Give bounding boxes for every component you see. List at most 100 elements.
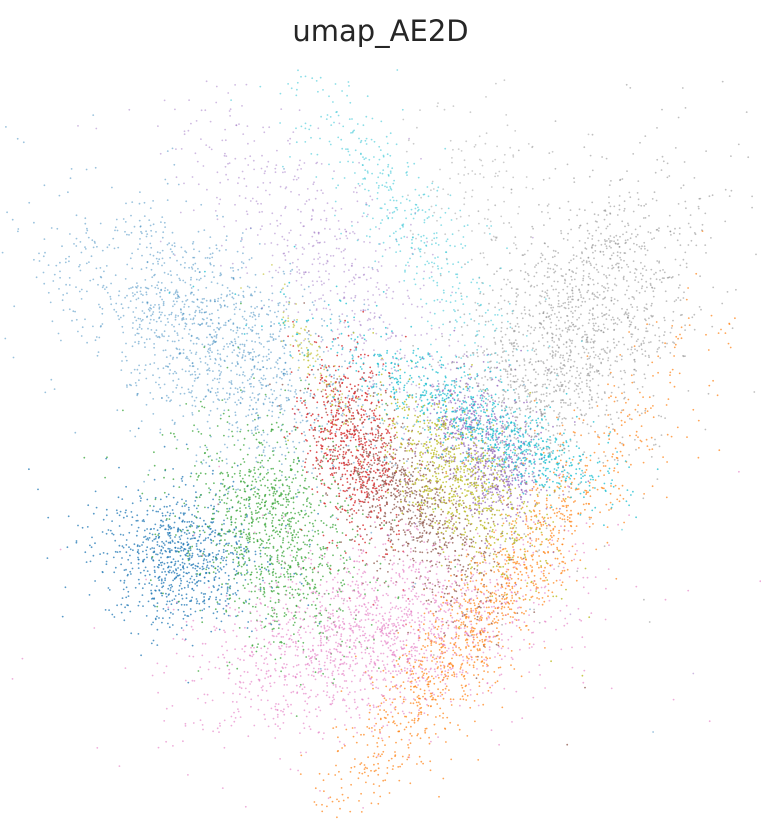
scatter-point [379,422,382,425]
scatter-point [183,562,186,565]
scatter-point [245,551,248,554]
scatter-point [146,498,149,501]
scatter-point [97,351,100,353]
scatter-point [255,532,258,535]
scatter-point [198,548,201,551]
scatter-point [11,218,14,221]
scatter-point [179,512,182,514]
scatter-point [500,607,503,610]
scatter-point [273,390,276,392]
scatter-point [125,342,127,345]
scatter-point [113,247,116,250]
scatter-point [289,262,292,265]
scatter-point [17,228,20,230]
scatter-point [434,635,436,638]
scatter-point [541,597,544,599]
scatter-point [303,440,306,443]
scatter-point [223,532,226,535]
scatter-point [442,777,445,780]
scatter-point [256,512,259,514]
scatter-point [512,558,515,561]
scatter-point [137,342,140,345]
scatter-point [285,344,287,347]
scatter-point [71,319,73,322]
scatter-point [191,513,194,516]
scatter-point [286,484,289,487]
scatter-point [259,291,262,294]
scatter-point [577,513,580,515]
scatter-point [173,435,176,438]
scatter-point [271,519,274,522]
scatter-point [213,264,215,267]
scatter-point [261,576,264,579]
scatter-point [511,543,514,546]
scatter-point [297,563,300,566]
scatter-point [227,346,230,348]
scatter-point [165,595,168,598]
scatter-point [268,340,270,343]
scatter-point [199,361,202,363]
scatter-point [154,304,156,306]
scatter-point [227,409,230,411]
scatter-point [560,512,562,515]
scatter-point [187,305,190,308]
scatter-point [477,649,479,652]
scatter-point [205,446,208,449]
scatter-point [178,589,181,592]
scatter-point [655,321,658,323]
scatter-point [136,519,139,522]
scatter-point [429,760,432,763]
scatter-point [280,404,282,406]
scatter-point [253,377,255,379]
scatter-point [333,458,335,461]
scatter-point [260,542,263,545]
scatter-point [168,548,171,550]
scatter-point [295,617,297,619]
scatter-point [47,264,50,266]
scatter-point [234,387,237,390]
scatter-point [199,567,201,570]
scatter-point [274,493,277,495]
scatter-point [238,351,241,354]
scatter-point [200,203,203,206]
scatter-point [510,650,513,652]
scatter-point [186,566,189,569]
scatter-point [341,484,344,486]
scatter-point [179,564,182,566]
scatter-point [139,318,142,320]
scatter-point [235,570,238,572]
scatter-point [537,495,539,498]
scatter-point [374,444,376,447]
scatter-point [206,448,209,451]
scatter-point [271,404,274,407]
scatter-point [142,550,144,553]
scatter-point [203,311,206,314]
scatter-point [542,572,545,575]
scatter-point [37,488,39,491]
scatter-point [278,460,281,462]
scatter-point [220,586,223,589]
scatter-point [448,500,451,503]
scatter-point [527,525,529,528]
scatter-point [336,541,339,544]
scatter-point [271,415,273,417]
scatter-point [432,697,434,699]
scatter-point [441,617,444,620]
scatter-point [279,411,282,414]
scatter-point [288,592,291,594]
scatter-point [537,587,539,589]
scatter-point [92,278,95,281]
scatter-point [99,222,102,225]
scatter-point [188,520,191,523]
scatter-point [615,577,618,580]
scatter-point [170,313,173,316]
scatter-point [168,535,171,537]
scatter-point [288,525,291,527]
scatter-point [94,339,97,342]
scatter-point [232,531,234,534]
scatter-point [356,409,358,412]
scatter-point [397,712,400,715]
scatter-point [349,810,352,813]
scatter-point [274,479,277,482]
scatter-point [545,576,547,579]
